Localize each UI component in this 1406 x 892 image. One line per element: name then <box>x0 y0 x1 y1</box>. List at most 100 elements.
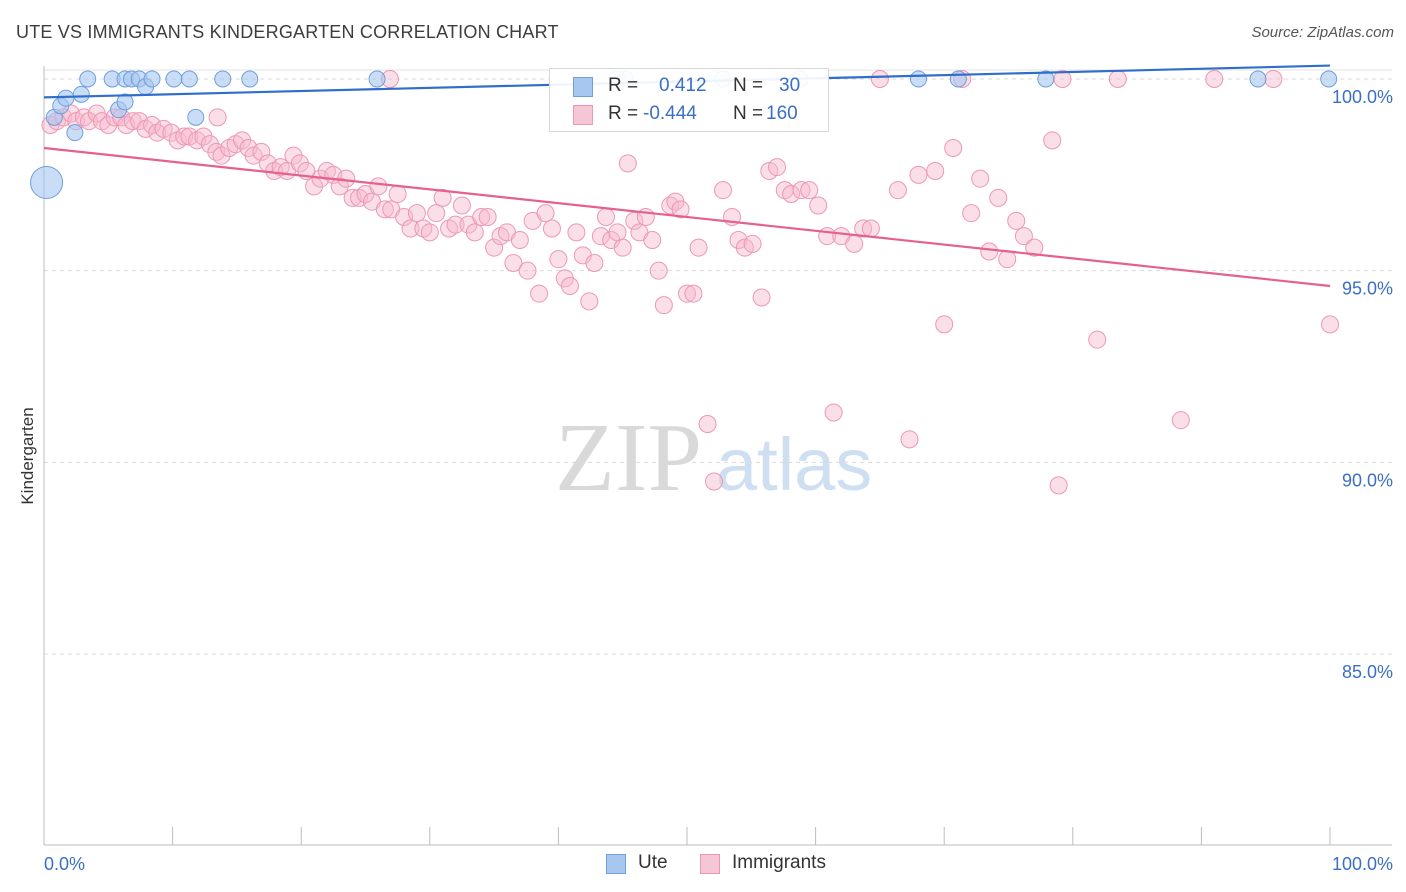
immigrants-point <box>678 284 696 303</box>
ute-point <box>909 70 927 88</box>
legend-row-immigrants: R = -0.444 N = 160 <box>550 100 828 130</box>
immigrants-swatch <box>573 105 593 125</box>
immigrants-point <box>472 208 491 226</box>
ute-point <box>30 166 64 199</box>
immigrants-point <box>375 200 394 219</box>
immigrants-point <box>549 250 568 269</box>
immigrants-point <box>1264 70 1283 88</box>
immigrants-point <box>452 196 471 215</box>
immigrants-point <box>591 227 610 246</box>
immigrants-point <box>1205 70 1224 88</box>
immigrants-point <box>401 219 420 238</box>
ute-point <box>57 89 75 107</box>
immigrants-point <box>1171 411 1190 430</box>
bottom-legend-ute-label: Ute <box>638 852 668 873</box>
immigrants-point <box>998 250 1017 269</box>
immigrants-point <box>208 108 227 127</box>
immigrants-r-value: -0.444 <box>643 103 697 124</box>
immigrants-point <box>684 284 703 303</box>
immigrants-point <box>608 223 627 242</box>
immigrants-point <box>782 185 801 203</box>
source-credit: Source: ZipAtlas.com <box>1251 24 1394 41</box>
immigrants-point <box>1088 330 1107 349</box>
immigrants-point <box>989 188 1008 207</box>
immigrants-n-label: N = <box>733 103 764 124</box>
immigrants-point <box>649 261 668 280</box>
immigrants-point <box>518 261 537 280</box>
x-tick-label-max: 100.0% <box>1332 854 1393 874</box>
immigrants-point <box>567 223 586 242</box>
immigrants-point <box>433 188 452 207</box>
immigrants-point <box>194 127 213 146</box>
immigrants-point <box>824 403 843 422</box>
immigrants-point <box>1321 315 1339 334</box>
chart-title: UTE VS IMMIGRANTS KINDERGARTEN CORRELATI… <box>16 22 559 42</box>
immigrants-point <box>729 231 748 249</box>
immigrants-point <box>861 219 880 238</box>
ute-point <box>66 124 84 142</box>
immigrants-point <box>290 154 309 173</box>
immigrants-point <box>200 135 219 154</box>
immigrants-point <box>337 169 356 188</box>
immigrants-point <box>971 169 990 188</box>
ute-n-label: N = <box>733 75 764 96</box>
immigrants-point <box>613 238 632 257</box>
ute-point <box>187 108 205 126</box>
immigrants-point <box>926 162 945 180</box>
immigrants-point <box>935 315 954 334</box>
immigrants-point <box>427 204 446 223</box>
ute-point <box>949 70 967 88</box>
immigrants-point <box>212 146 231 165</box>
ute-point <box>214 70 232 88</box>
immigrants-point <box>478 208 497 226</box>
immigrants-point <box>909 165 928 184</box>
ute-point <box>79 70 97 88</box>
immigrants-trendline <box>43 146 1331 288</box>
immigrants-point <box>1014 227 1033 246</box>
immigrants-point <box>407 204 426 223</box>
ute-n-value: 30 <box>779 75 801 96</box>
immigrants-point <box>1049 476 1068 495</box>
y-tick-label: 95.0% <box>1342 279 1393 299</box>
immigrants-point <box>1043 131 1062 150</box>
immigrants-point <box>233 131 252 150</box>
immigrants-point <box>585 254 604 272</box>
ute-point <box>116 93 134 111</box>
immigrants-point <box>530 284 549 303</box>
ute-point <box>368 70 386 88</box>
immigrants-point <box>1108 70 1127 88</box>
immigrants-point <box>743 234 762 253</box>
immigrants-point <box>792 181 811 200</box>
immigrants-point <box>369 177 388 196</box>
ute-point <box>72 85 90 103</box>
y-tick-label: 85.0% <box>1342 662 1393 682</box>
immigrants-point <box>618 154 637 173</box>
ute-point <box>180 70 198 88</box>
correlation-legend: R = 0.412 N = 30 R = -0.444 N = 160 <box>549 68 829 132</box>
immigrants-point <box>252 142 271 161</box>
watermark-atlas: atlas <box>716 423 872 506</box>
immigrants-point <box>465 223 484 242</box>
immigrants-point <box>900 430 919 449</box>
y-tick-label: 90.0% <box>1342 470 1393 490</box>
immigrants-point <box>714 181 733 200</box>
legend-row-ute: R = 0.412 N = 30 <box>550 72 828 102</box>
immigrants-n-value: 160 <box>766 103 798 124</box>
immigrants-point <box>420 223 439 242</box>
immigrants-point <box>510 231 529 249</box>
immigrants-point <box>1025 238 1044 257</box>
watermark-zip: ZIP <box>555 404 702 512</box>
immigrants-point <box>705 472 724 491</box>
immigrants-point <box>504 254 523 272</box>
immigrants-point <box>689 238 708 257</box>
immigrants-point <box>845 234 864 253</box>
immigrants-point <box>80 112 99 131</box>
immigrants-point <box>980 242 999 261</box>
immigrants-point <box>536 204 555 223</box>
y-axis-label: Kindergarten <box>18 407 37 504</box>
scatter-points <box>30 70 1339 495</box>
x-tick-label-min: 0.0% <box>44 854 85 874</box>
bottom-legend-immigrants-label: Immigrants <box>732 852 826 873</box>
immigrants-point <box>698 415 717 433</box>
